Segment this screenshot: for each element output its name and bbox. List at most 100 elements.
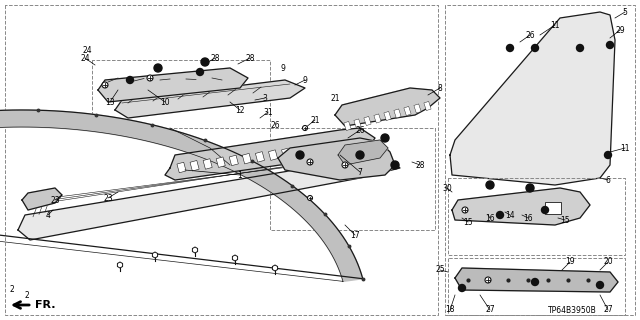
Text: 11: 11 [620, 143, 630, 153]
Polygon shape [165, 128, 375, 180]
Text: 6: 6 [605, 175, 611, 185]
Bar [394, 109, 401, 118]
Text: 2: 2 [24, 291, 29, 300]
Text: 31: 31 [263, 108, 273, 116]
Circle shape [607, 42, 614, 49]
Circle shape [307, 196, 312, 201]
Circle shape [541, 206, 548, 213]
Text: 29: 29 [615, 26, 625, 35]
Text: 10: 10 [160, 98, 170, 107]
Circle shape [196, 68, 204, 76]
Text: 16: 16 [523, 213, 533, 222]
Text: 28: 28 [245, 53, 255, 62]
Text: 3: 3 [262, 93, 268, 102]
Text: 28: 28 [415, 161, 425, 170]
Text: 19: 19 [565, 258, 575, 267]
Circle shape [531, 278, 538, 285]
Bar [424, 101, 431, 111]
Circle shape [486, 181, 494, 189]
Circle shape [577, 44, 584, 52]
Bar [321, 143, 330, 153]
Circle shape [201, 58, 209, 66]
Text: 18: 18 [445, 306, 455, 315]
Polygon shape [273, 265, 278, 271]
Text: 9: 9 [280, 63, 285, 73]
Bar [347, 139, 356, 150]
Text: 17: 17 [350, 230, 360, 239]
Text: TP64B3950B: TP64B3950B [548, 306, 596, 315]
Polygon shape [232, 255, 237, 261]
Circle shape [303, 125, 307, 131]
Text: 7: 7 [358, 167, 362, 177]
Text: 5: 5 [623, 7, 627, 17]
Bar [414, 104, 421, 113]
Text: 2: 2 [10, 285, 14, 294]
Polygon shape [117, 262, 123, 268]
Bar [216, 157, 225, 167]
Circle shape [102, 82, 108, 88]
Bar [374, 114, 381, 123]
Text: FR.: FR. [35, 300, 56, 310]
Text: 28: 28 [211, 53, 220, 62]
Polygon shape [455, 268, 618, 292]
Polygon shape [98, 68, 248, 102]
Bar [364, 116, 371, 125]
Bar [177, 162, 186, 173]
Circle shape [605, 151, 611, 158]
Bar [354, 119, 361, 128]
Circle shape [485, 277, 491, 283]
Polygon shape [450, 12, 615, 185]
Text: 30: 30 [442, 183, 452, 193]
Circle shape [127, 76, 134, 84]
Bar [243, 153, 252, 164]
Text: 21: 21 [310, 116, 320, 124]
Bar [545, 202, 561, 214]
Circle shape [596, 282, 604, 289]
Polygon shape [338, 140, 388, 165]
Text: 26: 26 [270, 121, 280, 130]
Bar [294, 146, 304, 157]
Polygon shape [115, 80, 305, 118]
Bar [334, 141, 343, 152]
Text: 25: 25 [435, 266, 445, 275]
Circle shape [356, 151, 364, 159]
Bar [203, 159, 212, 169]
Text: 1: 1 [237, 171, 243, 180]
Text: 23: 23 [103, 194, 113, 203]
Text: 16: 16 [485, 213, 495, 222]
Circle shape [307, 159, 313, 165]
Circle shape [342, 162, 348, 168]
Bar [344, 121, 351, 131]
Text: 15: 15 [463, 218, 473, 227]
Circle shape [154, 64, 162, 72]
Text: 27: 27 [485, 306, 495, 315]
Polygon shape [0, 110, 363, 281]
Bar [404, 107, 411, 116]
Bar [229, 155, 238, 166]
Text: 4: 4 [45, 211, 51, 220]
Polygon shape [452, 188, 590, 225]
Bar [282, 148, 291, 159]
Bar [255, 152, 264, 162]
Polygon shape [152, 252, 157, 258]
Bar [190, 160, 199, 171]
Text: 9: 9 [303, 76, 307, 84]
Circle shape [497, 212, 504, 219]
Circle shape [526, 184, 534, 192]
Polygon shape [22, 188, 62, 210]
Text: 11: 11 [550, 20, 560, 29]
Text: 15: 15 [560, 215, 570, 225]
Bar [308, 145, 317, 155]
Circle shape [531, 44, 538, 52]
Text: 24: 24 [80, 53, 90, 62]
Text: 26: 26 [355, 125, 365, 134]
Circle shape [381, 134, 389, 142]
Polygon shape [18, 155, 400, 240]
Circle shape [147, 75, 153, 81]
Bar [384, 111, 391, 121]
Polygon shape [278, 138, 395, 180]
Circle shape [458, 284, 465, 292]
Polygon shape [335, 88, 440, 126]
Text: 8: 8 [438, 84, 442, 92]
Text: 26: 26 [525, 30, 535, 39]
